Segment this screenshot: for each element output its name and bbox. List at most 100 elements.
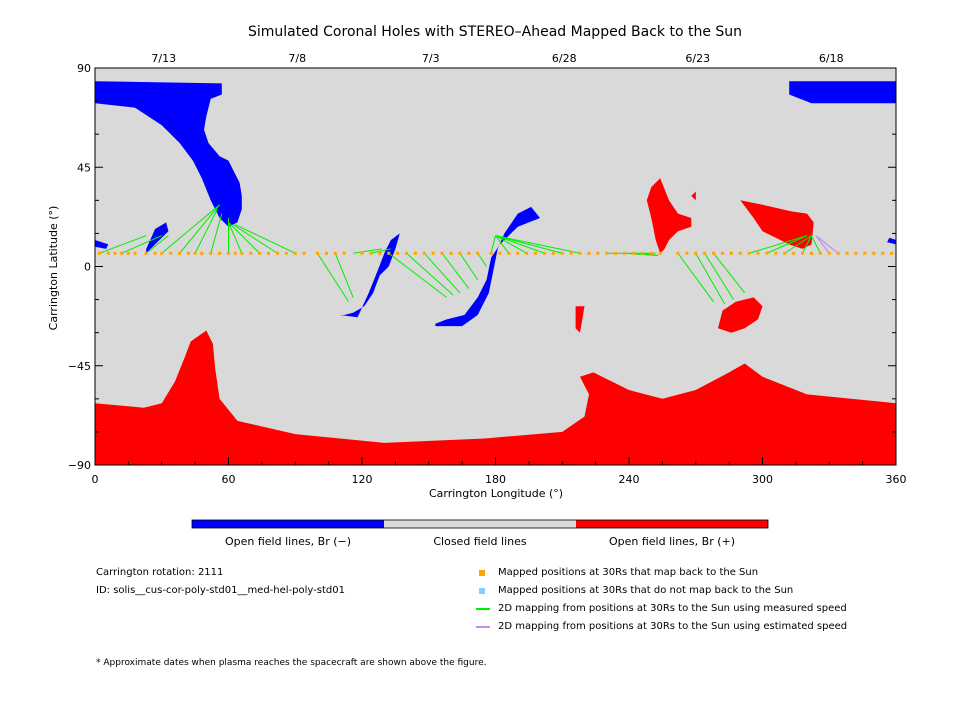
carrington-rotation: Carrington rotation: 2111	[96, 567, 224, 578]
measured-mapping-line	[490, 235, 496, 254]
mapped-point	[783, 251, 787, 255]
positive-coronal-hole-10	[718, 297, 763, 333]
mapped-point	[676, 251, 680, 255]
measured-mapping-line	[495, 235, 563, 254]
mapped-point	[458, 251, 462, 255]
colorbar-label: Closed field lines	[433, 535, 527, 548]
measured-mapping-line	[495, 235, 581, 254]
measured-mapping-line	[459, 252, 479, 281]
top-date-label: 7/13	[151, 52, 176, 65]
measured-mapping-line	[704, 253, 734, 300]
mapped-point	[649, 251, 653, 255]
mapped-point	[169, 251, 173, 255]
mapped-point	[249, 251, 253, 255]
legend-square-marker	[479, 588, 485, 594]
estimated-mapping-line	[815, 235, 839, 254]
mapped-point	[324, 251, 328, 255]
mapped-point	[756, 251, 760, 255]
mapped-point	[818, 251, 822, 255]
y-tick-label: 45	[77, 161, 91, 174]
measured-mapping-line	[99, 235, 147, 254]
mapped-point	[378, 251, 382, 255]
mapped-point	[106, 251, 110, 255]
mapped-point	[302, 251, 306, 255]
x-tick-label: 300	[752, 473, 773, 486]
measured-mapping-line	[677, 252, 714, 303]
measured-mapping-line	[353, 248, 383, 254]
measured-mapping-line	[495, 235, 545, 254]
mapped-point	[233, 251, 237, 255]
colorbar-frame	[191, 519, 769, 529]
mapped-point	[467, 251, 471, 255]
legend-square-marker	[479, 570, 485, 576]
field-regions	[95, 81, 896, 465]
mapped-point	[569, 251, 573, 255]
measured-mapping-line	[423, 252, 461, 294]
colorbar-segment	[576, 520, 768, 528]
mapped-point	[369, 251, 373, 255]
mapped-point	[209, 251, 213, 255]
mapped-point	[144, 251, 148, 255]
mapped-point	[267, 251, 271, 255]
top-date-label: 6/28	[552, 52, 577, 65]
measured-mapping-line	[145, 235, 169, 254]
mapped-point	[525, 251, 529, 255]
mapped-point	[596, 251, 600, 255]
x-tick-label: 240	[619, 473, 640, 486]
legend-line-marker	[476, 626, 490, 628]
mapped-point	[342, 251, 346, 255]
measured-mapping-line	[161, 204, 220, 254]
measured-mapping-line	[334, 253, 354, 298]
top-date-label: 6/18	[819, 52, 844, 65]
mapped-point	[542, 251, 546, 255]
top-date-label: 6/23	[685, 52, 710, 65]
negative-coronal-hole-3	[435, 206, 540, 327]
mapped-point	[694, 251, 698, 255]
top-date-label: 7/3	[422, 52, 440, 65]
mapped-point	[193, 251, 197, 255]
x-tick-label: 120	[352, 473, 373, 486]
mapped-point	[712, 251, 716, 255]
mapped-point	[126, 251, 130, 255]
colorbar-label: Open field lines, Br (−)	[225, 535, 351, 548]
y-tick-label: −45	[68, 360, 91, 373]
mapped-point	[863, 251, 867, 255]
measured-mapping-line	[495, 235, 527, 254]
x-tick-label: 180	[485, 473, 506, 486]
mapped-point	[623, 251, 627, 255]
mapped-point	[387, 251, 391, 255]
measured-mapping-line	[441, 252, 470, 289]
y-axis-label: Carrington Latitude (°)	[47, 206, 60, 331]
measured-mapping-line	[234, 224, 296, 254]
positive-coronal-hole-11	[691, 191, 696, 201]
x-tick-label: 360	[886, 473, 907, 486]
mapped-point	[765, 251, 769, 255]
measured-mapping-line	[121, 235, 162, 254]
mapped-point	[881, 251, 885, 255]
mapped-point	[854, 251, 858, 255]
y-tick-label: −90	[68, 459, 91, 472]
mapped-point	[534, 251, 538, 255]
negative-coronal-hole-1	[789, 81, 896, 104]
mapped-point	[218, 251, 222, 255]
measured-mapping-line	[766, 235, 808, 254]
mapped-point	[489, 251, 493, 255]
mapped-point	[476, 251, 480, 255]
colorbar-label: Open field lines, Br (+)	[609, 535, 735, 548]
legend-label: Mapped positions at 30Rs that do not map…	[498, 585, 794, 596]
mapped-point	[396, 251, 400, 255]
mapped-point	[631, 251, 635, 255]
mapped-point	[431, 251, 435, 255]
negative-coronal-hole-0	[95, 81, 242, 227]
mapped-point	[240, 251, 244, 255]
mapping-lines	[99, 204, 839, 305]
measured-mapping-line	[232, 224, 278, 254]
mapped-point	[836, 251, 840, 255]
positive-coronal-hole-12	[575, 306, 585, 333]
mapped-point	[316, 251, 319, 255]
mapped-point	[774, 251, 778, 255]
mapped-point	[658, 251, 662, 255]
mapped-point	[578, 251, 582, 255]
mapped-point	[178, 251, 182, 255]
